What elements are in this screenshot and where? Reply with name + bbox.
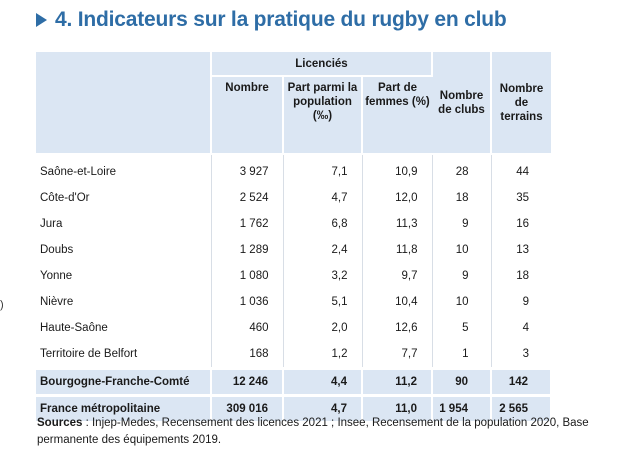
row-label: Saône-et-Loire <box>36 154 212 185</box>
table-row: Côte-d'Or 2 524 4,7 12,0 18 35 <box>36 185 551 211</box>
clubs-cell: 1 954 <box>432 394 492 421</box>
header-nombre: Nombre <box>211 76 284 155</box>
triangle-bullet-icon <box>36 13 47 27</box>
sources-label: Sources <box>37 417 83 429</box>
total-row: Bourgogne-Franche-Comté 12 246 4,4 11,2 90 14… <box>36 367 552 396</box>
part-femmes-cell: 7,7 <box>362 341 433 369</box>
clubs-cell: 18 <box>432 185 492 211</box>
header-part-population: Part parmi la population (‰) <box>283 76 363 155</box>
clubs-cell: 90 <box>432 367 492 396</box>
part-population-cell: 7,1 <box>283 154 363 185</box>
row-label: Doubs <box>36 237 212 263</box>
terrains-cell: 16 <box>516 218 529 230</box>
table-row: Doubs 1 289 2,4 11,8 10 13 <box>36 237 551 263</box>
terrains-cell: 3 <box>522 348 529 360</box>
clubs-cell: 10 <box>432 237 492 263</box>
clubs-cell: 1 <box>432 341 492 369</box>
nombre-cell: 1 289 <box>211 237 284 263</box>
row-label: Bourgogne-Franche-Comté <box>36 367 212 396</box>
nombre-cell: 460 <box>211 315 284 341</box>
terrains-cell: 2 565 <box>491 394 552 421</box>
clubs-cell: 28 <box>432 154 492 185</box>
row-label: Côte-d'Or <box>36 185 212 211</box>
terrains-cell: 35 <box>516 192 529 204</box>
row-label: Nièvre <box>36 289 212 315</box>
row-label: Yonne <box>36 263 212 289</box>
part-population-cell: 6,8 <box>283 211 363 237</box>
row-label: Jura <box>36 211 212 237</box>
part-population-cell: 1,2 <box>283 341 363 369</box>
part-femmes-cell: 11,2 <box>362 367 433 396</box>
nombre-cell: 1 762 <box>211 211 284 237</box>
part-population-cell: 4,7 <box>283 185 363 211</box>
part-population-cell: 2,4 <box>283 237 363 263</box>
nombre-cell: 309 016 <box>211 394 284 421</box>
row-label: France métropolitaine <box>36 394 212 421</box>
header-clubs: Nombre de clubs <box>432 52 492 155</box>
header-licencies: Licenciés <box>211 52 433 77</box>
table-row: Nièvre 1 036 5,1 10,4 10 9 <box>36 289 551 315</box>
header-part-femmes: Part de femmes (%) <box>362 76 432 155</box>
terrains-cell: 4 <box>522 322 529 334</box>
part-femmes-cell: 10,4 <box>362 289 433 315</box>
table-body: Saône-et-Loire 3 927 7,1 10,9 28 44 Côte-d'Or 2… <box>36 154 552 421</box>
part-femmes-cell: 11,8 <box>362 237 433 263</box>
stray-mark: ) <box>0 299 4 311</box>
sources-text: : Injep-Medes, Recensement des licences … <box>37 417 589 446</box>
page-title: 4. Indicateurs sur la pratique du rugby … <box>36 8 507 32</box>
nombre-cell: 12 246 <box>211 367 284 396</box>
total-row: France métropolitaine 309 016 4,7 11,0 1 954… <box>36 394 552 421</box>
part-population-cell: 3,2 <box>283 263 363 289</box>
part-population-cell: 4,4 <box>283 367 363 396</box>
row-label: Haute-Saône <box>36 315 212 341</box>
table-row: Territoire de Belfort 168 1,2 7,7 1 3 <box>36 341 551 369</box>
row-label: Territoire de Belfort <box>36 341 212 369</box>
terrains-cell: 44 <box>516 166 529 178</box>
clubs-cell: 9 <box>432 211 492 237</box>
part-population-cell: 4,7 <box>283 394 363 421</box>
part-femmes-cell: 12,0 <box>362 185 433 211</box>
table-row: Jura 1 762 6,8 11,3 9 16 <box>36 211 551 237</box>
sources-note: Sources : Injep-Medes, Recensement des l… <box>37 415 597 449</box>
clubs-cell: 5 <box>432 315 492 341</box>
clubs-cell: 9 <box>432 263 492 289</box>
nombre-cell: 1 036 <box>211 289 284 315</box>
nombre-cell: 3 927 <box>211 154 284 185</box>
terrains-cell: 142 <box>491 367 552 396</box>
terrains-cell: 9 <box>522 296 529 308</box>
part-population-cell: 5,1 <box>283 289 363 315</box>
part-femmes-cell: 11,3 <box>362 211 433 237</box>
table-row: Haute-Saône 460 2,0 12,6 5 4 <box>36 315 551 341</box>
rugby-indicators-table: Licenciés Nombre de clubs Nombre de terr… <box>36 52 552 421</box>
part-femmes-cell: 12,6 <box>362 315 433 341</box>
table-row: Saône-et-Loire 3 927 7,1 10,9 28 44 <box>36 154 551 185</box>
part-population-cell: 2,0 <box>283 315 363 341</box>
part-femmes-cell: 9,7 <box>362 263 433 289</box>
clubs-cell: 10 <box>432 289 492 315</box>
part-femmes-cell: 10,9 <box>362 154 433 185</box>
terrains-cell: 13 <box>516 244 529 256</box>
part-femmes-cell: 11,0 <box>362 394 433 421</box>
table-row: Yonne 1 080 3,2 9,7 9 18 <box>36 263 551 289</box>
header-terrains: Nombre de terrains <box>491 52 551 155</box>
terrains-cell: 18 <box>516 270 529 282</box>
nombre-cell: 1 080 <box>211 263 284 289</box>
nombre-cell: 168 <box>211 341 284 369</box>
title-text: 4. Indicateurs sur la pratique du rugby … <box>55 8 507 31</box>
header-blank <box>36 52 212 155</box>
nombre-cell: 2 524 <box>211 185 284 211</box>
